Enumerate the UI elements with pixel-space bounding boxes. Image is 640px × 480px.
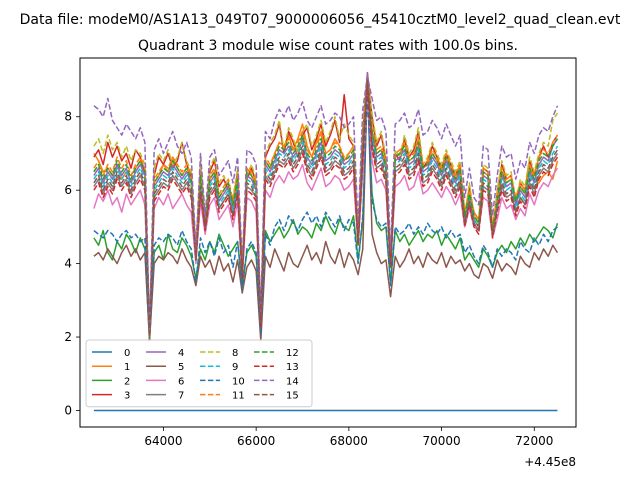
y-axis: 0 2 4 6 8 [64,110,80,417]
legend-label: 1 [124,362,130,373]
legend-label: 4 [178,348,184,359]
y-tick-label: 8 [64,110,72,124]
legend-label: 12 [286,348,299,359]
x-axis: 64000 66000 68000 70000 72000 [144,427,553,448]
x-tick-label: 68000 [330,434,368,448]
legend-label: 14 [286,376,299,387]
legend-label: 7 [178,391,184,402]
legend-label: 15 [286,391,299,402]
series-line-2 [93,86,559,342]
legend-label: 8 [232,348,238,359]
series-line-5 [93,75,559,342]
legend-label: 13 [286,362,299,373]
y-tick-label: 2 [64,330,72,344]
x-tick-label: 70000 [422,434,460,448]
series-line-14 [93,75,559,331]
legend-label: 0 [124,348,130,359]
legend-label: 6 [178,376,184,387]
plot-frame [79,57,577,428]
series-line-9 [93,79,559,338]
plot-area [93,71,559,412]
x-tick-label: 72000 [515,434,553,448]
series-line-12 [93,79,559,338]
x-tick-label: 66000 [237,434,275,448]
chart-title: Quadrant 3 module wise count rates with … [138,38,518,54]
legend-box [85,339,313,408]
x-tick-label: 64000 [144,434,182,448]
chart-suptitle: Data file: modeM0/AS1A13_049T07_90000060… [20,12,621,28]
legend-label: 5 [178,362,184,373]
legend-label: 10 [232,376,245,387]
series-line-11 [93,75,559,335]
legend-label: 3 [124,391,130,402]
legend-label: 9 [232,362,238,373]
series-line-15 [93,79,559,338]
legend-label: 11 [232,391,245,402]
series-line-10 [93,90,558,338]
legend-label: 2 [124,376,130,387]
y-tick-label: 0 [64,403,72,417]
series-line-13 [93,82,559,338]
y-tick-label: 4 [64,257,72,271]
y-tick-label: 6 [64,183,72,197]
x-offset-label: +4.45e8 [524,455,576,469]
